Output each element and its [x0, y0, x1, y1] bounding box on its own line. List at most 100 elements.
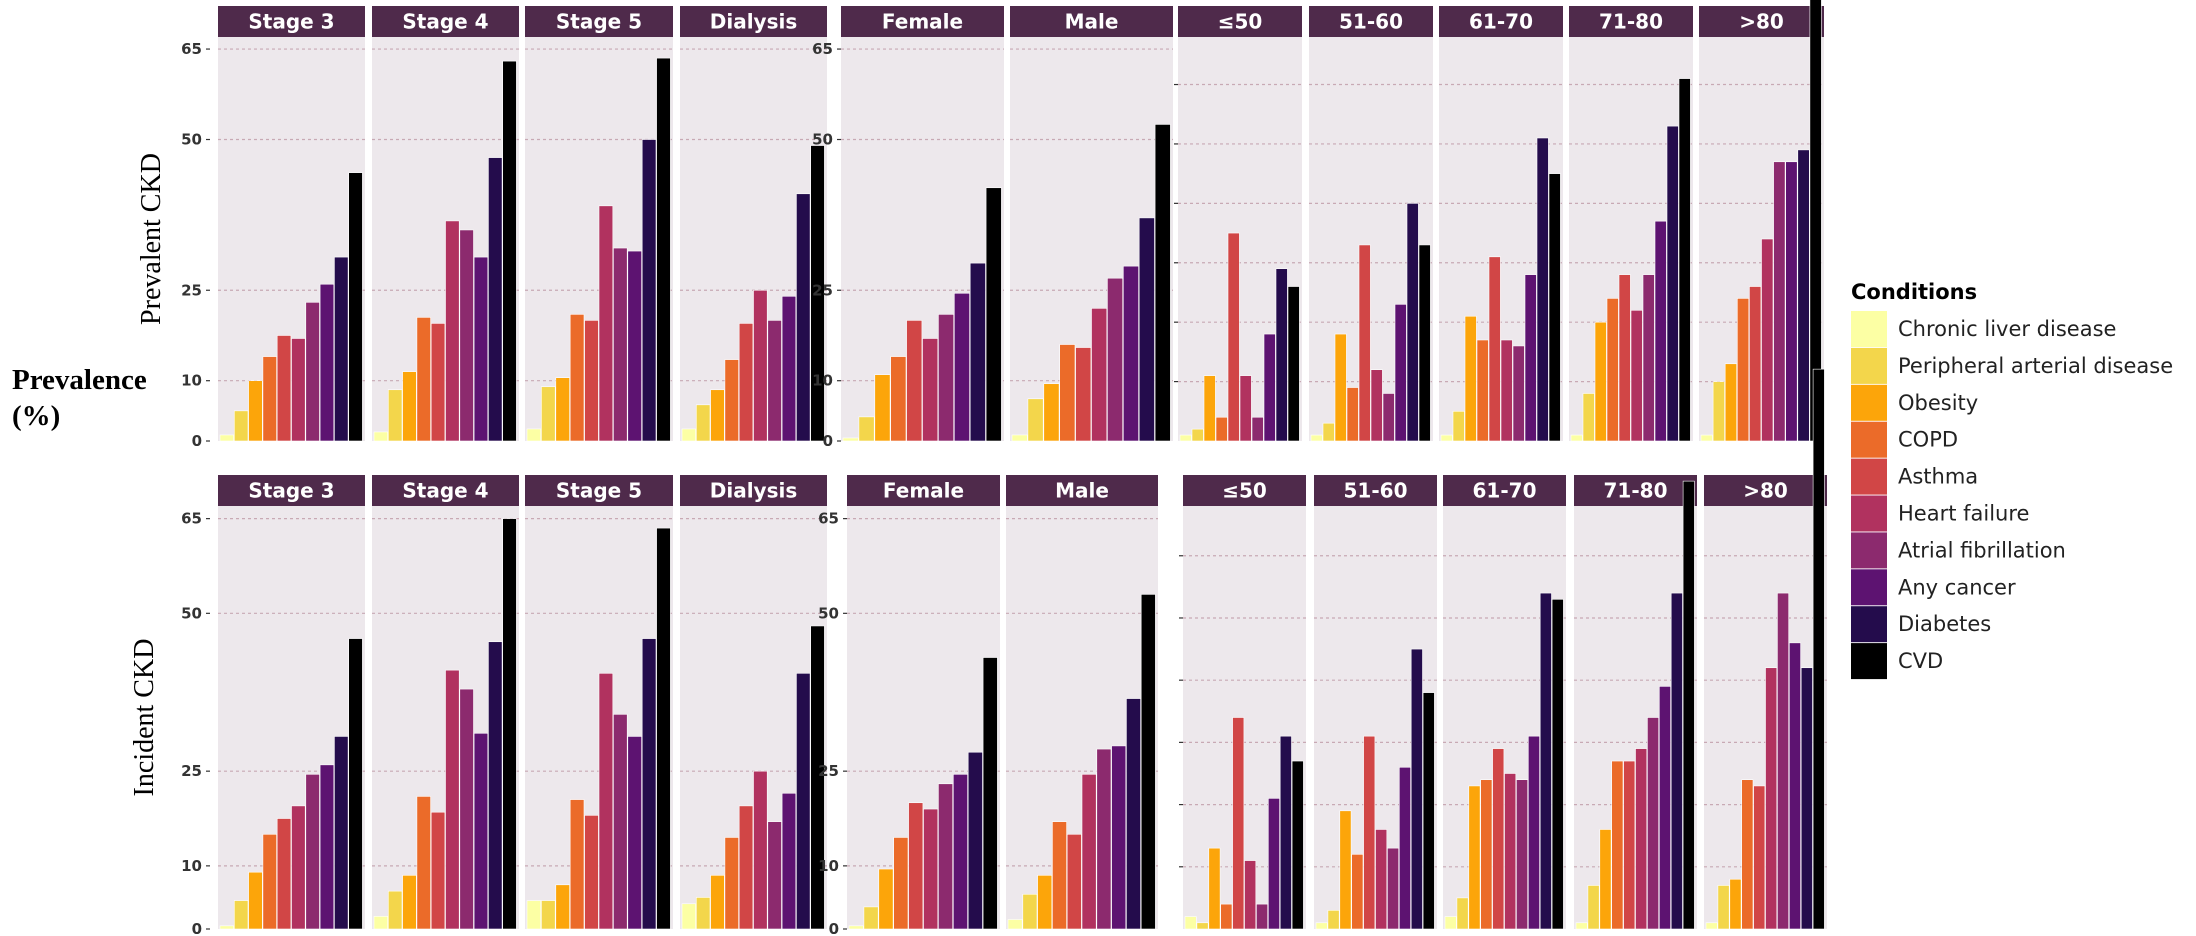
bar-atrial-fibrillation — [1107, 277, 1124, 442]
y-tick-label: 10 — [181, 857, 202, 875]
facet-strip — [525, 475, 673, 506]
y-tick-label: 50 — [812, 131, 833, 149]
bar-diabetes — [641, 638, 657, 930]
bar-chronic-liver-disease — [1440, 434, 1453, 442]
facet-strip-label: Female — [883, 479, 964, 503]
bar-peripheral-arterial-disease — [1582, 393, 1595, 442]
facet-strip-label: Stage 4 — [402, 479, 488, 503]
facet-strip-label: Dialysis — [710, 479, 798, 503]
y-tick-label: 65 — [181, 510, 202, 528]
facet-strip-label: Stage 5 — [556, 479, 642, 503]
legend-label: Heart failure — [1898, 502, 2029, 526]
bar-peripheral-arterial-disease — [1022, 893, 1038, 930]
bar-diabetes — [334, 736, 349, 930]
bar-atrial-fibrillation — [1773, 161, 1786, 442]
bar-asthma — [276, 818, 292, 930]
bar-asthma — [1358, 244, 1371, 442]
bar-obesity — [248, 871, 263, 930]
bar-atrial-fibrillation — [1647, 717, 1660, 930]
bar-heart-failure — [1635, 748, 1648, 930]
bar-copd — [1052, 821, 1067, 930]
legend-label: Any cancer — [1898, 575, 2016, 599]
bar-asthma — [430, 811, 446, 930]
bar-heart-failure — [445, 220, 460, 442]
bar-obesity — [874, 374, 891, 442]
legend-title: Conditions — [1851, 280, 1977, 304]
bar-copd — [1476, 339, 1489, 442]
bar-cvd — [1154, 124, 1171, 442]
bar-heart-failure — [1500, 339, 1513, 442]
facet-strip — [218, 6, 365, 37]
bar-atrial-fibrillation — [1777, 592, 1790, 930]
bar-chronic-liver-disease — [1575, 922, 1588, 930]
bar-diabetes — [969, 262, 986, 442]
bar-copd — [893, 837, 909, 930]
bar-cvd — [656, 527, 671, 930]
bar-atrial-fibrillation — [1516, 779, 1529, 930]
y-tick-label: 0 — [823, 432, 833, 450]
bar-asthma — [1618, 274, 1631, 442]
bar-cvd — [656, 57, 671, 442]
bar-diabetes — [1797, 149, 1810, 442]
bar-diabetes — [1410, 648, 1423, 930]
bar-obesity — [1339, 810, 1352, 930]
bar-atrial-fibrillation — [767, 821, 782, 930]
bar-cvd — [502, 60, 517, 442]
bar-atrial-fibrillation — [305, 774, 320, 930]
facet-strip — [847, 475, 1000, 506]
bar-heart-failure — [923, 808, 939, 930]
legend-swatch — [1851, 347, 1887, 384]
facet-strip-label: 51-60 — [1339, 10, 1403, 34]
facet-strip — [1183, 475, 1306, 506]
bar-any-cancer — [1528, 735, 1540, 930]
bar-obesity — [555, 377, 570, 442]
legend-swatch — [1851, 495, 1887, 532]
bar-peripheral-arterial-disease — [387, 890, 403, 930]
y-tick-label: 50 — [181, 604, 202, 622]
bar-chronic-liver-disease — [848, 925, 864, 930]
bar-any-cancer — [627, 250, 642, 442]
bar-obesity — [1334, 333, 1347, 442]
bar-peripheral-arterial-disease — [541, 900, 556, 930]
legend-label: Peripheral arterial disease — [1898, 354, 2173, 378]
bar-copd — [569, 799, 585, 930]
bar-copd — [569, 314, 585, 442]
bar-copd — [416, 796, 431, 930]
facet-strip-label: 71-80 — [1599, 10, 1663, 34]
bar-cvd — [1418, 244, 1431, 442]
facet-strip-label: >80 — [1739, 10, 1784, 34]
bar-cvd — [810, 625, 825, 930]
bar-copd — [1737, 298, 1750, 442]
y-tick-label: 65 — [818, 510, 839, 528]
bar-heart-failure — [1375, 829, 1388, 930]
y-tick-label: 50 — [181, 131, 202, 149]
bar-heart-failure — [291, 338, 306, 442]
facet-strip — [680, 475, 827, 506]
facet-strip-label: ≤50 — [1222, 479, 1267, 503]
bar-peripheral-arterial-disease — [1191, 428, 1204, 442]
bar-asthma — [1363, 735, 1376, 930]
bar-copd — [262, 356, 277, 442]
y-tick-label: 65 — [812, 40, 833, 58]
bar-cvd — [985, 187, 1002, 442]
bar-asthma — [1753, 785, 1766, 930]
legend-label: Asthma — [1898, 465, 1978, 489]
bar-copd — [1611, 760, 1624, 930]
bar-diabetes — [1126, 698, 1141, 930]
bar-peripheral-arterial-disease — [858, 416, 875, 442]
legend-label: Diabetes — [1898, 612, 1991, 636]
facet-strip-label: Stage 4 — [402, 10, 488, 34]
legend-swatch — [1851, 532, 1887, 569]
bar-chronic-liver-disease — [526, 428, 542, 442]
facet-strip-label: Stage 5 — [556, 10, 642, 34]
bar-diabetes — [641, 139, 657, 442]
facet-strip — [1574, 475, 1697, 506]
bar-cvd — [1678, 78, 1691, 442]
facet-strip — [1704, 475, 1827, 506]
bar-obesity — [1208, 847, 1221, 930]
bar-any-cancer — [473, 256, 489, 442]
bar-copd — [416, 317, 431, 442]
facet-strip — [1443, 475, 1566, 506]
bar-obesity — [402, 875, 417, 930]
